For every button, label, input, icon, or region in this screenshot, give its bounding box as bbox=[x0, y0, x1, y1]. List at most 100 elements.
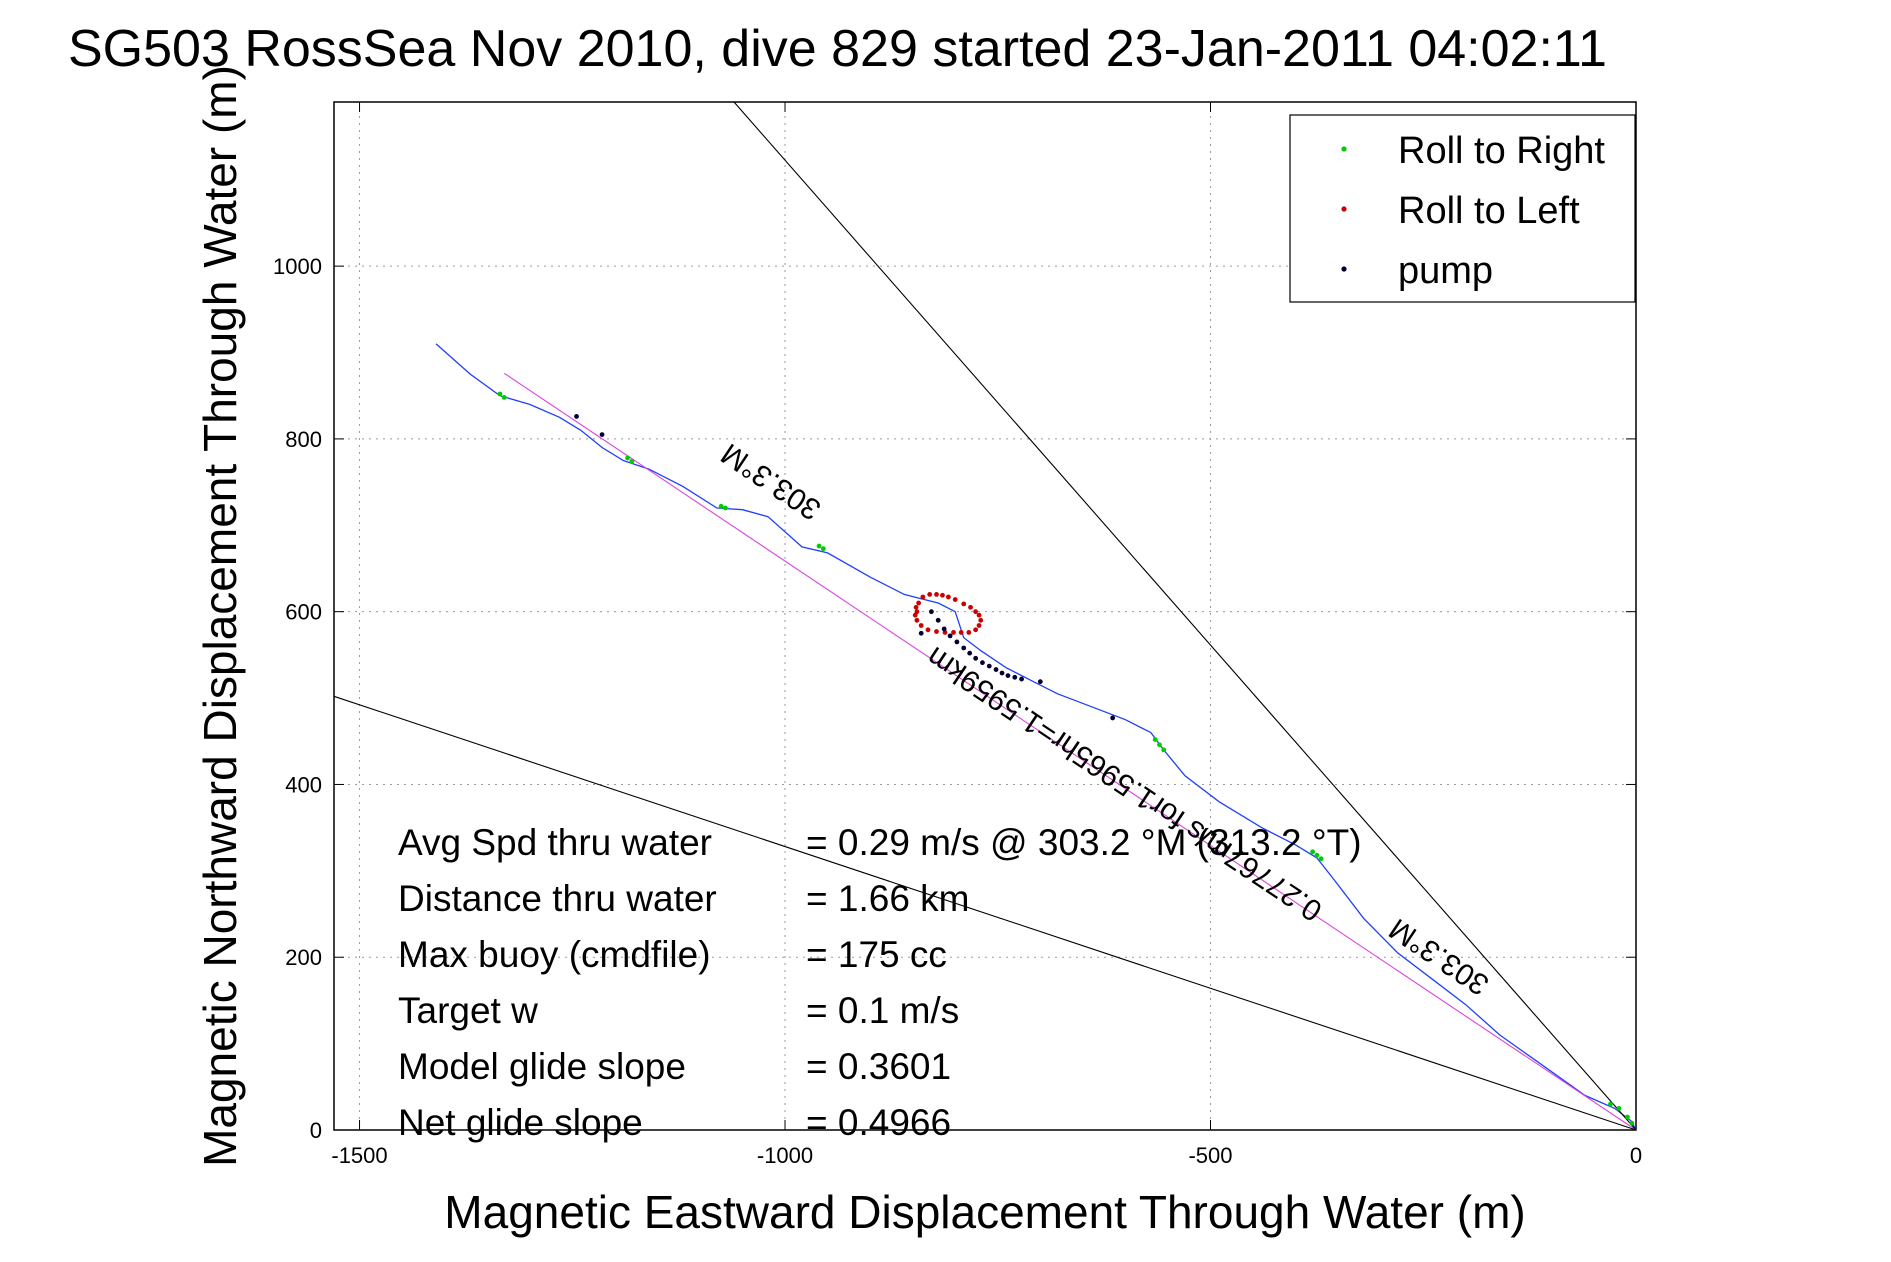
roll-to-right-point bbox=[625, 455, 630, 461]
pump-point bbox=[599, 432, 605, 437]
roll-to-left-point bbox=[958, 630, 964, 635]
roll-to-left-point bbox=[918, 623, 924, 628]
roll-to-right-point bbox=[718, 503, 724, 509]
roll-to-left-point bbox=[946, 594, 951, 600]
stat-label: Distance thru water bbox=[398, 878, 717, 919]
stat-value: = 0.1 m/s bbox=[806, 990, 959, 1031]
roll-to-left-point bbox=[952, 597, 958, 602]
roll-to-left-point bbox=[961, 601, 967, 607]
roll-to-left-point bbox=[973, 609, 979, 615]
roll-to-left-point bbox=[913, 604, 919, 610]
roll-to-left-point bbox=[973, 627, 979, 633]
stat-value: = 0.29 m/s @ 303.2 °M (313.2 °T) bbox=[806, 822, 1362, 863]
legend-marker bbox=[1341, 146, 1347, 152]
roll-to-right-point bbox=[1608, 1101, 1613, 1107]
roll-to-right-point bbox=[816, 543, 822, 549]
pump-point bbox=[1012, 674, 1018, 680]
roll-to-right-point bbox=[1157, 742, 1162, 748]
roll-to-right-point bbox=[1314, 852, 1320, 858]
roll-to-left-point bbox=[916, 600, 922, 606]
roll-to-right-point bbox=[629, 458, 635, 464]
roll-to-left-point bbox=[951, 630, 956, 635]
roll-to-right-point bbox=[1152, 737, 1158, 742]
x-axis-label: Magnetic Eastward Displacement Through W… bbox=[444, 1186, 1525, 1238]
x-tick-label: -1000 bbox=[757, 1143, 813, 1168]
pump-point bbox=[1005, 673, 1011, 679]
x-tick-label: -1500 bbox=[331, 1143, 387, 1168]
roll-to-right-point bbox=[1616, 1106, 1622, 1111]
y-tick-label: 800 bbox=[285, 427, 322, 452]
stat-label: Model glide slope bbox=[398, 1046, 686, 1087]
pump-point bbox=[986, 663, 992, 669]
stat-label: Max buoy (cmdfile) bbox=[398, 934, 711, 975]
legend-marker bbox=[1341, 206, 1347, 212]
roll-to-right-point bbox=[497, 391, 503, 397]
pump-point bbox=[1037, 679, 1043, 685]
x-tick-label: -500 bbox=[1188, 1143, 1232, 1168]
legend-label: pump bbox=[1398, 250, 1493, 292]
roll-to-left-point bbox=[976, 623, 982, 628]
y-tick-label: 600 bbox=[285, 600, 322, 625]
pump-point bbox=[999, 670, 1005, 676]
roll-to-right-point bbox=[1625, 1114, 1630, 1120]
pump-point bbox=[961, 645, 967, 651]
series-layer bbox=[333, 101, 1637, 1131]
roll-to-right-point bbox=[1318, 856, 1324, 862]
envelope-line bbox=[733, 101, 1637, 1131]
pump-point bbox=[574, 414, 579, 419]
envelope-line bbox=[333, 695, 1637, 1131]
stat-value: = 0.3601 bbox=[806, 1046, 951, 1087]
pump-point bbox=[993, 667, 999, 672]
roll-to-right-point bbox=[1629, 1120, 1635, 1126]
pump-point bbox=[954, 639, 960, 645]
roll-to-left-point bbox=[914, 617, 920, 623]
y-tick-label: 0 bbox=[310, 1118, 322, 1143]
x-tick-label: 0 bbox=[1630, 1143, 1642, 1168]
fit-line-line bbox=[503, 372, 1637, 1131]
pump-point bbox=[973, 655, 979, 661]
stat-value: = 0.4966 bbox=[806, 1102, 951, 1143]
pump-point bbox=[935, 617, 941, 623]
roll-to-left-point bbox=[927, 592, 933, 597]
pump-point bbox=[1110, 715, 1116, 721]
stat-label: Net glide slope bbox=[398, 1102, 643, 1143]
legend-label: Roll to Right bbox=[1398, 130, 1605, 172]
roll-to-right-point bbox=[723, 505, 728, 511]
legend-marker bbox=[1341, 266, 1347, 272]
pump-point bbox=[928, 609, 934, 615]
roll-to-left-point bbox=[934, 629, 939, 634]
y-axis-label: Magnetic Northward Displacement Through … bbox=[194, 65, 246, 1167]
ticks: -1500 -1000 -500 0 0 200 400 600 800 1000 bbox=[273, 102, 1642, 1168]
y-tick-label: 1000 bbox=[273, 254, 322, 279]
pump-point bbox=[947, 633, 953, 639]
roll-to-left-point bbox=[978, 617, 984, 623]
stat-label: Avg Spd thru water bbox=[398, 822, 712, 863]
legend: Roll to Right Roll to Left pump bbox=[1289, 114, 1636, 303]
roll-to-left-point bbox=[912, 612, 918, 618]
roll-to-left-point bbox=[968, 604, 973, 610]
roll-to-left-point bbox=[966, 630, 972, 635]
roll-to-left-point bbox=[976, 612, 982, 618]
roll-to-left-point bbox=[934, 592, 939, 597]
roll-to-right-point bbox=[501, 395, 507, 400]
pump-point bbox=[918, 630, 924, 636]
pump-point bbox=[1019, 676, 1024, 682]
roll-to-left-point bbox=[925, 627, 931, 633]
y-tick-label: 400 bbox=[285, 772, 322, 797]
stat-value: = 175 cc bbox=[806, 934, 947, 975]
roll-to-left-point bbox=[920, 594, 926, 600]
roll-to-right-point bbox=[820, 546, 826, 552]
legend-label: Roll to Left bbox=[1398, 190, 1580, 232]
roll-to-right-point bbox=[1310, 849, 1316, 855]
y-tick-label: 200 bbox=[285, 945, 322, 970]
chart-title: SG503 RossSea Nov 2010, dive 829 started… bbox=[68, 20, 1607, 78]
roll-to-right-point bbox=[1161, 747, 1167, 753]
stat-value: = 1.66 km bbox=[806, 878, 970, 919]
pump-point bbox=[980, 660, 985, 666]
stat-label: Target w bbox=[398, 990, 538, 1031]
pump-point bbox=[967, 650, 973, 656]
legend-box bbox=[1289, 114, 1636, 303]
pump-point bbox=[941, 626, 947, 632]
